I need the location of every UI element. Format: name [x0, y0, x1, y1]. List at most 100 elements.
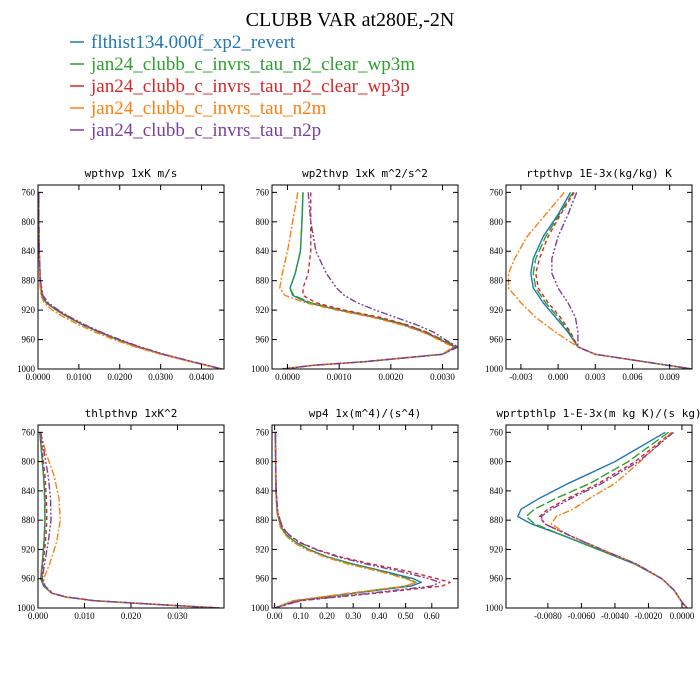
- x-tick-label: 0.000: [28, 611, 49, 621]
- plot-frame: [505, 424, 693, 609]
- figure-title: CLUBB VAR at280E,-2N: [246, 9, 455, 31]
- series-line: [274, 432, 441, 608]
- y-tick-label: 920: [256, 544, 270, 554]
- legend-label: jan24_clubb_c_invrs_tau_n2_clear_wp3p: [90, 76, 410, 97]
- x-tick-label: 0.0010: [327, 372, 352, 382]
- series-group: [39, 432, 220, 608]
- series-group: [517, 431, 688, 608]
- series-line: [39, 432, 220, 608]
- y-tick-label: 840: [256, 486, 270, 496]
- y-tick-label: 880: [22, 276, 36, 286]
- series-line: [40, 432, 220, 608]
- x-tick-label: 0.50: [398, 611, 414, 621]
- series-line: [279, 192, 454, 369]
- panel-title: wprtpthlp 1-E-3x(m kg K)/(s kg): [496, 407, 700, 420]
- legend-item: jan24_clubb_c_invrs_tau_n2_clear_wp3p: [70, 76, 410, 97]
- series-line: [551, 192, 692, 369]
- series-line: [507, 191, 692, 369]
- series-group: [38, 192, 223, 369]
- y-tick-label: 960: [256, 335, 270, 345]
- x-tick-label: 0.009: [660, 372, 681, 382]
- x-tick-label: 0.030: [167, 611, 188, 621]
- x-tick-label: 0.40: [372, 611, 388, 621]
- legend-item: flthist134.000f_xp2_revert: [70, 32, 296, 53]
- y-tick-label: 760: [256, 427, 270, 437]
- series-line: [274, 432, 417, 608]
- y-tick-label: 880: [22, 515, 36, 525]
- y-tick-label: 880: [256, 515, 270, 525]
- x-tick-label: 0.20: [319, 611, 335, 621]
- series-line: [39, 432, 220, 608]
- y-tick-label: 1000: [17, 364, 36, 374]
- x-tick-label: 0.00: [267, 611, 283, 621]
- y-tick-label: 960: [256, 574, 270, 584]
- x-tick-label: -0.0040: [601, 611, 629, 621]
- legend-label: flthist134.000f_xp2_revert: [91, 32, 296, 53]
- x-tick-label: 0.010: [74, 611, 95, 621]
- y-tick-label: 880: [490, 515, 504, 525]
- y-tick-label: 800: [22, 217, 36, 227]
- x-tick-label: 0.30: [345, 611, 361, 621]
- x-tick-label: 0.0020: [378, 372, 403, 382]
- y-tick-label: 1000: [485, 364, 504, 374]
- y-tick-label: 800: [256, 457, 270, 467]
- x-tick-label: 0.0000: [275, 372, 300, 382]
- x-tick-label: 0.0400: [189, 372, 214, 382]
- y-tick-label: 800: [22, 457, 36, 467]
- x-tick-label: -0.0060: [568, 611, 596, 621]
- y-tick-label: 960: [490, 335, 504, 345]
- series-group: [507, 191, 692, 369]
- y-tick-label: 1000: [251, 364, 270, 374]
- y-tick-label: 760: [22, 187, 36, 197]
- y-tick-label: 840: [22, 246, 36, 256]
- legend-label: jan24_clubb_c_invrs_tau_n2p: [90, 120, 321, 141]
- plot-frame: [271, 424, 459, 609]
- y-tick-label: 880: [490, 276, 504, 286]
- panel-3: rtpthvp 1E-3x(kg/kg) K 760 800 840 880 920 960…: [485, 167, 693, 382]
- y-tick-label: 920: [490, 544, 504, 554]
- plot-frame: [505, 184, 693, 370]
- panel-4: thlpthvp 1xK^2 760 800 840 880 920 960 10000.00…: [17, 407, 225, 621]
- y-tick-label: 920: [490, 305, 504, 315]
- legend-item: jan24_clubb_c_invrs_tau_n2m: [70, 98, 327, 119]
- y-tick-label: 840: [490, 246, 504, 256]
- y-tick-label: 800: [256, 217, 270, 227]
- plot-frame: [37, 184, 225, 370]
- plot-frame: [271, 184, 459, 370]
- x-tick-label: 0.020: [121, 611, 142, 621]
- y-tick-label: 800: [490, 457, 504, 467]
- series-line: [38, 192, 223, 369]
- series-line: [282, 192, 457, 369]
- panel-2: wp2thvp 1xK m^2/s^2 760 800 840 880 920 960 100…: [251, 167, 459, 382]
- y-tick-label: 760: [256, 187, 270, 197]
- x-tick-label: -0.003: [509, 372, 533, 382]
- y-tick-label: 1000: [251, 603, 270, 613]
- legend-label: jan24_clubb_c_invrs_tau_n2m: [90, 98, 327, 119]
- panel-title: thlpthvp 1xK^2: [85, 407, 178, 420]
- panel-title: wpthvp 1xK m/s: [85, 167, 178, 180]
- y-tick-label: 800: [490, 217, 504, 227]
- x-tick-label: 0.0030: [430, 372, 455, 382]
- x-tick-label: 0.60: [424, 611, 440, 621]
- legend-label: jan24_clubb_c_invrs_tau_n2_clear_wp3m: [90, 54, 415, 75]
- y-tick-label: 760: [490, 427, 504, 437]
- x-tick-label: 0.10: [293, 611, 309, 621]
- panels: wpthvp 1xK m/s76080084088092096010000.00…: [17, 167, 700, 621]
- legend-item: jan24_clubb_c_invrs_tau_n2_clear_wp3m: [70, 54, 415, 75]
- panel-title: wp4 1x(m^4)/(s^4): [309, 407, 422, 420]
- legend-item: jan24_clubb_c_invrs_tau_n2p: [70, 120, 321, 141]
- y-tick-label: 840: [490, 486, 504, 496]
- x-tick-label: -0.0080: [534, 611, 562, 621]
- y-tick-label: 840: [256, 246, 270, 256]
- y-tick-label: 840: [22, 486, 36, 496]
- series-line: [39, 432, 220, 608]
- y-tick-label: 920: [22, 305, 36, 315]
- y-tick-label: 1000: [485, 603, 504, 613]
- x-tick-label: 0.003: [585, 372, 606, 382]
- y-tick-label: 960: [22, 335, 36, 345]
- series-line: [540, 431, 688, 608]
- legend: flthist134.000f_xp2_revertjan24_clubb_c_…: [70, 32, 415, 141]
- y-tick-label: 920: [22, 544, 36, 554]
- x-tick-label: 0.0200: [107, 372, 132, 382]
